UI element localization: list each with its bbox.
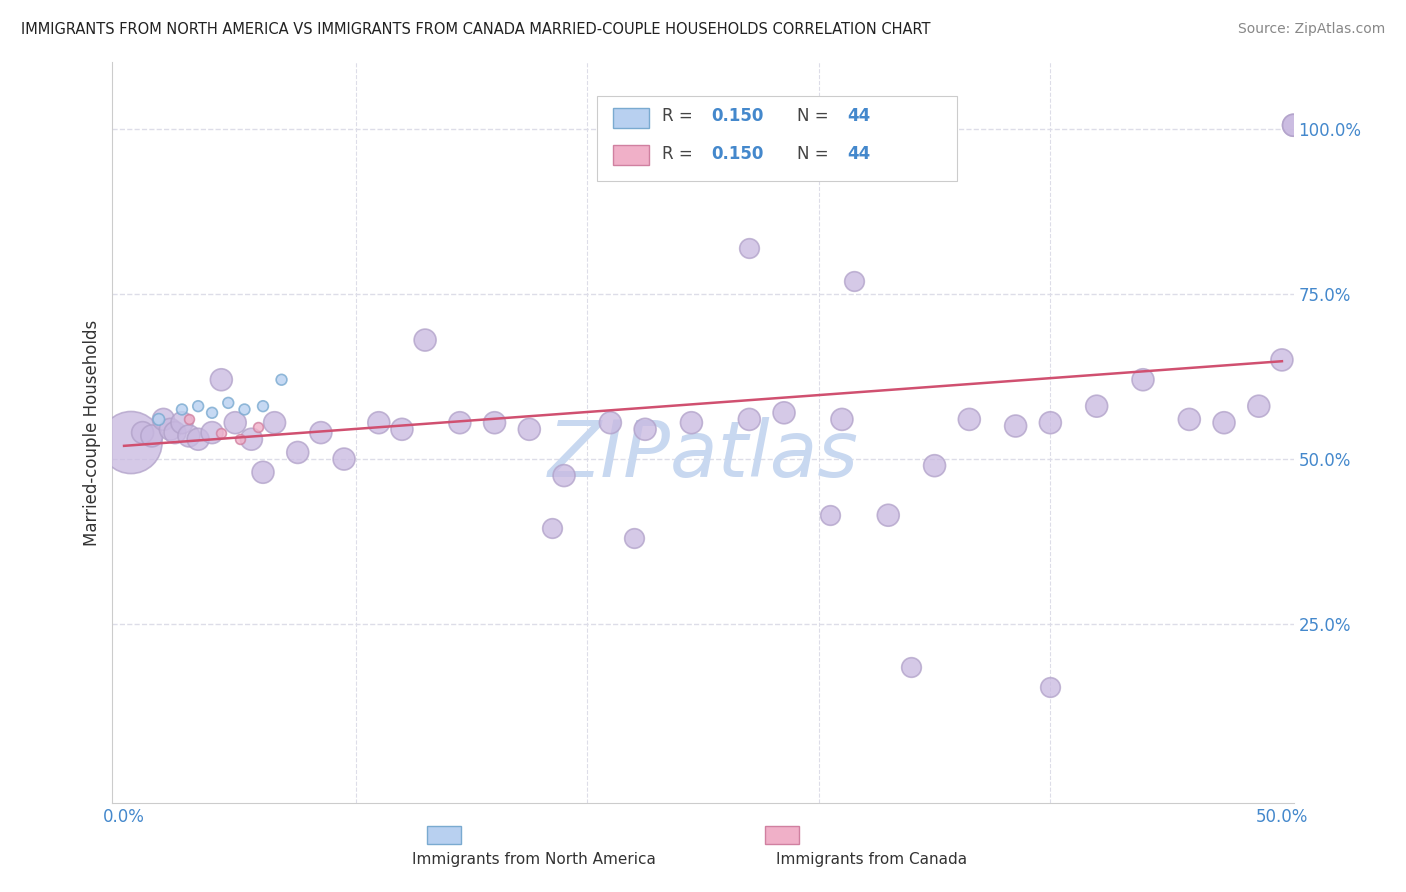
Point [900, 660, 922, 674]
Point [1004, 419, 1026, 434]
Point [738, 412, 761, 426]
Point [163, 425, 186, 440]
Point [831, 412, 853, 426]
Point [201, 406, 224, 420]
Point [842, 274, 865, 288]
Point [187, 399, 209, 413]
Y-axis label: Married-couple Households: Married-couple Households [83, 319, 101, 546]
Point [1282, 118, 1305, 132]
Point [309, 425, 332, 440]
Point [263, 416, 285, 430]
Point [333, 452, 356, 467]
FancyBboxPatch shape [596, 95, 957, 181]
Text: 44: 44 [846, 108, 870, 126]
Text: R =: R = [662, 108, 697, 126]
Point [217, 396, 239, 410]
Text: 0.150: 0.150 [711, 108, 763, 126]
Text: R =: R = [662, 145, 697, 162]
Point [1039, 416, 1062, 430]
Point [413, 333, 436, 347]
Point [209, 425, 232, 440]
Text: 44: 44 [846, 145, 870, 162]
Point [201, 425, 224, 440]
Text: Immigrants from Canada: Immigrants from Canada [776, 852, 967, 867]
Point [270, 373, 292, 387]
Text: IMMIGRANTS FROM NORTH AMERICA VS IMMIGRANTS FROM CANADA MARRIED-COUPLE HOUSEHOLD: IMMIGRANTS FROM NORTH AMERICA VS IMMIGRA… [21, 22, 931, 37]
Text: 0.150: 0.150 [711, 145, 763, 162]
Point [159, 422, 181, 436]
Point [484, 416, 506, 430]
Point [599, 416, 621, 430]
Point [1271, 352, 1294, 367]
Point [247, 420, 270, 434]
Text: Source: ZipAtlas.com: Source: ZipAtlas.com [1237, 22, 1385, 37]
Text: ZIPatlas: ZIPatlas [547, 417, 859, 493]
Point [252, 399, 274, 413]
Point [1085, 399, 1108, 413]
Point [634, 422, 657, 436]
Point [170, 402, 193, 417]
Point [877, 508, 900, 523]
Point [1178, 412, 1201, 426]
Point [449, 416, 471, 430]
Point [773, 406, 796, 420]
FancyBboxPatch shape [613, 145, 648, 165]
Point [131, 425, 153, 440]
Point [148, 412, 170, 426]
Point [738, 240, 761, 255]
Point [820, 508, 842, 523]
Text: N =: N = [797, 108, 834, 126]
Point [1132, 373, 1154, 387]
Point [287, 445, 309, 459]
Point [517, 422, 540, 436]
Text: Immigrants from North America: Immigrants from North America [412, 852, 657, 867]
Point [957, 412, 980, 426]
Point [681, 416, 703, 430]
Point [553, 468, 575, 483]
Point [209, 373, 232, 387]
Point [170, 416, 193, 430]
Point [1213, 416, 1236, 430]
Point [924, 458, 946, 473]
Point [240, 432, 263, 446]
Point [141, 429, 163, 443]
Text: N =: N = [797, 145, 834, 162]
Point [623, 532, 645, 546]
Point [541, 521, 564, 535]
FancyBboxPatch shape [613, 108, 648, 128]
Point [252, 465, 274, 479]
Point [120, 435, 142, 450]
Point [229, 432, 252, 446]
Point [152, 412, 174, 426]
Point [177, 429, 200, 443]
Point [224, 416, 246, 430]
Point [391, 422, 413, 436]
Point [177, 412, 200, 426]
Point [233, 402, 256, 417]
Point [1247, 399, 1270, 413]
Point [187, 432, 209, 446]
Point [367, 416, 389, 430]
Point [1039, 680, 1062, 694]
Point [1282, 118, 1305, 132]
